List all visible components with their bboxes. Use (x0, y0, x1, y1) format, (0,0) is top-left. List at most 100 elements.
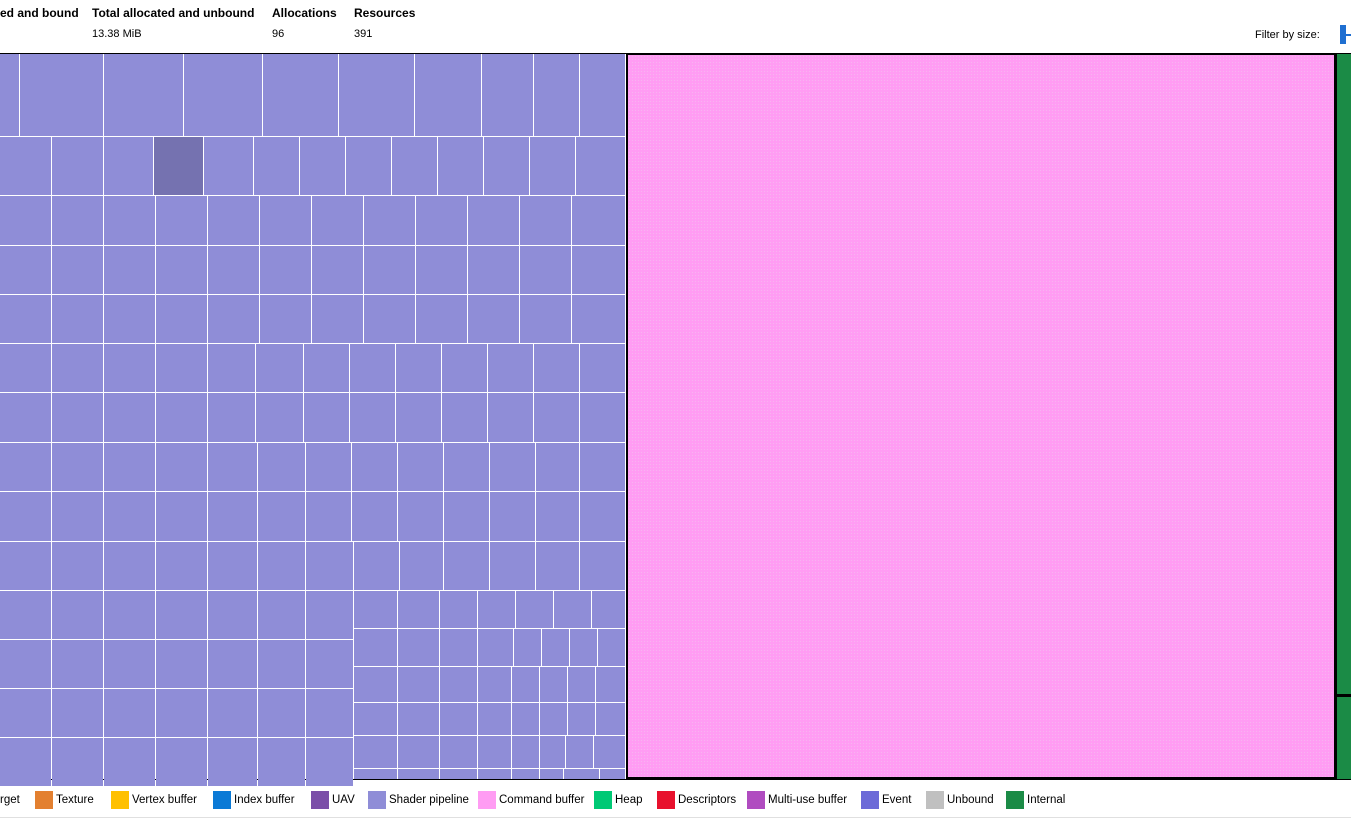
treemap-tile-shader-pipeline[interactable] (184, 54, 262, 136)
treemap-tile-shader-pipeline[interactable] (354, 629, 397, 666)
treemap-tile-shader-pipeline[interactable] (350, 393, 395, 442)
treemap-tile-shader-pipeline[interactable] (20, 54, 103, 136)
treemap-tile-shader-pipeline[interactable] (444, 443, 489, 491)
treemap-tile-shader-pipeline[interactable] (580, 443, 625, 491)
treemap-tile-shader-pipeline[interactable] (52, 344, 103, 392)
treemap-tile-shader-pipeline[interactable] (258, 492, 305, 541)
treemap-tile-shader-pipeline[interactable] (104, 591, 155, 639)
treemap-tile-shader-pipeline[interactable] (0, 246, 51, 294)
treemap-block-internal[interactable] (1337, 697, 1351, 779)
treemap-tile-shader-pipeline[interactable] (364, 246, 415, 294)
treemap-tile-shader-pipeline[interactable] (208, 492, 257, 541)
treemap-tile-shader-pipeline[interactable] (512, 736, 539, 768)
treemap-tile-shader-pipeline[interactable] (260, 246, 311, 294)
treemap-tile-shader-pipeline[interactable] (490, 443, 535, 491)
treemap-tile-shader-pipeline[interactable] (364, 295, 415, 343)
treemap-tile-shader-pipeline[interactable] (540, 769, 563, 779)
treemap-tile-shader-pipeline[interactable] (352, 443, 397, 491)
treemap-tile-shader-pipeline[interactable] (440, 629, 477, 666)
treemap-tile-shader-pipeline[interactable] (104, 393, 155, 442)
treemap-tile-shader-pipeline[interactable] (306, 640, 353, 688)
treemap-tile-shader-pipeline[interactable] (580, 542, 625, 590)
treemap-tile-shader-pipeline[interactable] (0, 443, 51, 491)
treemap-tile-shader-pipeline[interactable] (572, 295, 625, 343)
treemap-tile-shader-pipeline[interactable] (156, 295, 207, 343)
treemap-tile-shader-pipeline[interactable] (208, 344, 255, 392)
treemap-tile-shader-pipeline[interactable] (534, 393, 579, 442)
treemap-tile-shader-pipeline[interactable] (440, 736, 477, 768)
treemap-tile-shader-pipeline[interactable] (256, 393, 303, 442)
treemap-tile-shader-pipeline[interactable] (52, 295, 103, 343)
treemap-tile-shader-pipeline[interactable] (104, 640, 155, 688)
treemap-tile-shader-pipeline[interactable] (484, 137, 529, 195)
treemap-tile-shader-pipeline[interactable] (0, 54, 19, 136)
treemap-tile-shader-pipeline[interactable] (598, 629, 625, 666)
treemap-tile-shader-pipeline[interactable] (520, 295, 571, 343)
treemap-tile-shader-pipeline[interactable] (580, 393, 625, 442)
treemap-tile-shader-pipeline[interactable] (488, 344, 533, 392)
treemap-tile-shader-pipeline[interactable] (346, 137, 391, 195)
treemap-tile-shader-pipeline[interactable] (398, 629, 439, 666)
treemap-tile-shader-pipeline[interactable] (596, 667, 625, 702)
treemap-tile-shader-pipeline[interactable] (104, 54, 183, 136)
treemap-tile-shader-pipeline[interactable] (52, 492, 103, 541)
treemap-tile-shader-pipeline[interactable] (438, 137, 483, 195)
treemap-tile-shader-pipeline[interactable] (300, 137, 345, 195)
treemap-block-internal[interactable] (1337, 54, 1351, 694)
treemap-tile-shader-pipeline[interactable] (306, 689, 353, 737)
treemap-tile-shader-pipeline[interactable] (398, 591, 439, 628)
treemap-tile-shader-pipeline[interactable] (392, 137, 437, 195)
treemap-tile-shader-pipeline[interactable] (104, 738, 155, 786)
treemap-tile-shader-pipeline[interactable] (52, 591, 103, 639)
treemap-tile-shader-pipeline[interactable] (104, 443, 155, 491)
treemap-tile-shader-pipeline[interactable] (576, 137, 625, 195)
treemap-tile-shader-pipeline[interactable] (0, 738, 51, 786)
treemap-tile-shader-pipeline[interactable] (312, 196, 363, 245)
treemap-tile-shader-pipeline[interactable] (104, 492, 155, 541)
treemap-tile-shader-pipeline[interactable] (304, 393, 349, 442)
treemap-tile-shader-pipeline[interactable] (208, 542, 257, 590)
treemap-tile-shader-pipeline[interactable] (306, 492, 351, 541)
treemap-tile-shader-pipeline[interactable] (572, 246, 625, 294)
treemap-tile-shader-pipeline[interactable] (442, 344, 487, 392)
treemap-tile-shader-pipeline[interactable] (540, 667, 567, 702)
treemap-tile-shader-pipeline[interactable] (572, 196, 625, 245)
treemap-tile-shader-pipeline[interactable] (534, 344, 579, 392)
treemap-tile-shader-pipeline[interactable] (398, 443, 443, 491)
treemap-tile-shader-pipeline[interactable] (0, 137, 51, 195)
treemap-tile-shader-pipeline[interactable] (263, 54, 338, 136)
treemap-tile-shader-pipeline[interactable] (596, 703, 625, 735)
treemap-tile-shader-pipeline[interactable] (312, 246, 363, 294)
memory-treemap[interactable] (0, 53, 1351, 786)
treemap-tile-shader-pipeline[interactable] (416, 196, 467, 245)
treemap-tile-shader-pipeline[interactable] (478, 736, 511, 768)
treemap-tile-shader-pipeline[interactable] (208, 443, 257, 491)
treemap-tile-shader-pipeline[interactable] (520, 246, 571, 294)
treemap-tile-shader-pipeline[interactable] (354, 769, 397, 779)
treemap-tile-shader-pipeline[interactable] (258, 591, 305, 639)
treemap-tile-shader-pipeline[interactable] (512, 667, 539, 702)
treemap-tile-shader-pipeline[interactable] (208, 640, 257, 688)
treemap-tile-shader-pipeline[interactable] (156, 492, 207, 541)
treemap-tile-shader-pipeline[interactable] (440, 703, 477, 735)
treemap-tile-shader-pipeline[interactable] (52, 443, 103, 491)
treemap-tile-shader-pipeline[interactable] (312, 295, 363, 343)
treemap-tile-shader-pipeline[interactable] (516, 591, 553, 628)
treemap-tile-shader-pipeline[interactable] (306, 443, 351, 491)
treemap-tile-shader-pipeline[interactable] (594, 736, 625, 768)
treemap-tile-shader-pipeline[interactable] (488, 393, 533, 442)
treemap-tile-shader-pipeline[interactable] (208, 246, 259, 294)
treemap-tile-shader-pipeline[interactable] (468, 246, 519, 294)
treemap-tile-shader-pipeline[interactable] (306, 542, 353, 590)
treemap-tile-shader-pipeline[interactable] (540, 736, 565, 768)
treemap-tile-shader-pipeline[interactable] (52, 137, 103, 195)
treemap-tile-shader-pipeline[interactable] (354, 542, 399, 590)
treemap-tile-shader-pipeline[interactable] (398, 667, 439, 702)
treemap-tile-shader-pipeline[interactable] (156, 246, 207, 294)
treemap-tile-shader-pipeline[interactable] (156, 393, 207, 442)
treemap-tile-shader-pipeline[interactable] (0, 393, 51, 442)
treemap-tile-shader-pipeline[interactable] (104, 246, 155, 294)
treemap-tile-shader-pipeline[interactable] (490, 492, 535, 541)
treemap-tile-shader-pipeline[interactable] (260, 295, 311, 343)
treemap-tile-shader-pipeline[interactable] (304, 344, 349, 392)
